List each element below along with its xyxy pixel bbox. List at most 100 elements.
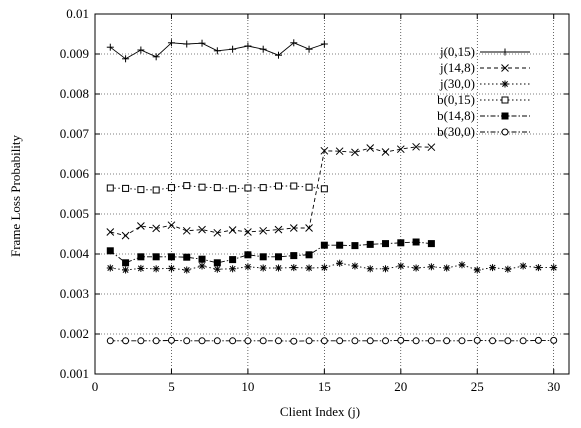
data-point-b-30-0-shape [397,336,405,344]
data-point-b-30-0 [213,337,221,345]
data-point-j-30-0 [213,265,221,273]
data-point-j-0-15 [259,45,267,53]
data-point-j-14-8 [351,148,359,157]
data-point-j-0-15 [213,47,221,55]
series-line-j-30-0 [110,262,554,271]
legend-marker-j-14-8-stroke [501,64,509,72]
data-point-j-30-0-stroke [535,264,542,271]
data-point-b-30-0-shape [534,336,542,344]
data-point-b-0-15 [167,184,175,192]
data-point-j-30-0 [137,264,145,272]
data-point-j-30-0 [152,265,160,273]
data-point-j-30-0-stroke [489,264,496,271]
data-point-j-14-8-stroke [396,145,405,154]
data-point-b-0-15-shape [183,182,191,190]
data-point-j-14-8-stroke [427,143,436,152]
data-point-j-30-0 [336,259,344,267]
data-point-b-30-0 [397,336,405,344]
data-point-b-30-0 [274,337,282,345]
data-point-b-0-15-shape [152,186,160,194]
series-layer [106,39,558,345]
data-point-b-14-8-shape [106,247,114,255]
data-point-j-30-0 [305,264,313,272]
data-point-b-30-0-shape [320,337,328,345]
data-point-b-30-0-shape [550,336,558,344]
data-point-j-30-0-stroke [504,266,511,273]
data-point-j-30-0 [320,264,328,272]
data-point-b-30-0-shape [412,337,420,345]
data-point-j-30-0-stroke [107,265,114,271]
x-tick-label: 5 [168,379,175,394]
data-point-j-0-15 [305,45,313,53]
data-point-b-30-0-shape [443,337,451,345]
legend-label-j-30-0: j(30,0) [439,76,475,91]
y-tick-label: 0.004 [60,246,90,261]
data-point-j-30-0-stroke [520,263,527,269]
data-point-b-14-8 [351,242,359,250]
data-point-b-0-15-shape [244,184,252,192]
data-point-b-14-8-shape [198,255,206,263]
data-point-j-30-0 [183,266,191,274]
data-point-j-14-8 [366,144,375,152]
data-point-b-0-15 [152,186,160,194]
data-point-j-0-15 [106,43,114,51]
data-point-j-14-8 [320,146,329,155]
data-point-j-14-8 [152,224,161,233]
data-point-b-0-15-shape [274,182,282,190]
data-point-b-30-0 [550,336,558,344]
data-point-j-30-0 [259,264,267,272]
data-point-b-0-15-shape [122,184,130,192]
data-point-b-30-0-shape [489,337,497,345]
data-point-j-0-15 [122,55,130,63]
series-line-j-14-8 [110,146,432,237]
data-point-b-14-8 [213,259,221,267]
data-point-b-14-8 [366,240,374,248]
data-point-j-14-8-stroke [182,226,191,235]
data-point-b-0-15 [305,183,313,191]
data-point-b-14-8-shape [427,240,435,248]
data-point-j-30-0 [198,262,206,270]
data-point-b-14-8-shape [274,253,282,261]
data-point-b-30-0-shape [167,336,175,344]
data-point-j-30-0-stroke [168,265,175,272]
data-point-j-30-0 [351,262,359,270]
legend-marker-j-0-15 [501,48,509,56]
data-point-j-30-0 [382,265,390,273]
data-point-j-30-0-stroke [413,265,420,271]
data-point-j-14-8 [182,226,191,235]
data-point-j-30-0 [290,264,298,272]
data-point-j-14-8 [228,226,237,234]
data-point-b-30-0-shape [229,337,237,345]
data-point-b-30-0 [519,337,527,345]
data-point-b-14-8-shape [137,253,145,261]
data-point-j-14-8 [381,148,390,156]
data-point-j-30-0 [397,262,405,270]
data-point-b-30-0-shape [290,337,298,345]
data-point-j-0-15 [229,45,237,53]
data-point-j-30-0-stroke [367,265,374,272]
data-point-b-14-8-shape [397,239,405,247]
data-point-j-30-0 [122,266,130,274]
data-point-b-14-8 [259,253,267,261]
series-j-14-8 [106,142,436,240]
series-line-b-30-0 [110,339,554,342]
data-point-b-14-8 [320,241,328,249]
data-point-j-0-15 [320,40,328,48]
x-tick-label: 25 [471,379,484,394]
data-point-b-14-8-shape [412,238,420,246]
data-point-j-14-8-stroke [259,226,268,235]
data-point-j-0-15 [198,39,206,47]
data-point-b-0-15 [229,185,237,193]
data-point-b-30-0 [290,337,298,345]
data-point-b-14-8-shape [122,259,130,267]
data-point-j-30-0-stroke [275,265,282,271]
data-point-j-14-8-stroke [152,224,161,233]
data-point-j-30-0 [458,261,466,269]
series-b-30-0 [106,336,558,345]
data-point-b-30-0 [382,337,390,345]
legend-marker-b-30-0 [501,128,509,136]
data-point-b-0-15-shape [198,183,206,191]
data-point-j-30-0 [489,264,497,272]
data-point-b-30-0 [152,337,160,345]
